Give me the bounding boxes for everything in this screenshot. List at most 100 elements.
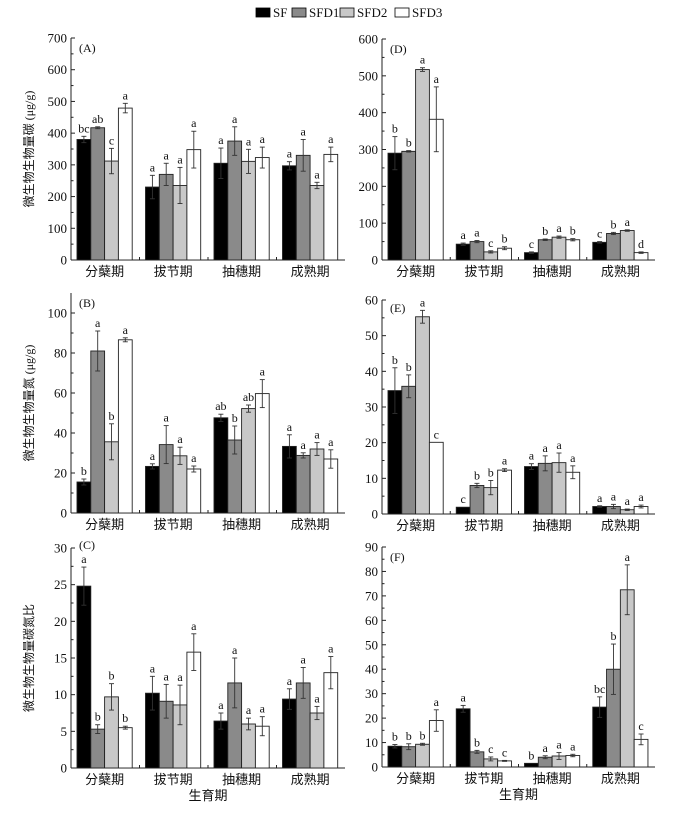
bar-sfd1 xyxy=(90,728,106,769)
significance-letter: a xyxy=(625,494,631,508)
x-tick-label: 分蘖期 xyxy=(85,517,124,532)
y-tick-label: 70 xyxy=(365,588,378,603)
significance-letter: a xyxy=(164,148,170,162)
significance-letter: b xyxy=(528,748,534,762)
x-axis-label: 生育期 xyxy=(188,788,227,803)
y-tick-label: 80 xyxy=(365,564,378,579)
significance-letter: a xyxy=(191,619,197,633)
significance-letter: a xyxy=(177,432,183,446)
bar-sfd3 xyxy=(565,755,581,768)
x-tick-label: 拔节期 xyxy=(464,771,503,786)
x-tick-label: 抽穗期 xyxy=(222,772,261,787)
significance-letter: b xyxy=(610,217,616,231)
x-tick-label: 分蘖期 xyxy=(396,771,435,786)
bar-sfd1 xyxy=(227,140,243,261)
significance-letter: b xyxy=(406,729,412,743)
legend: SF SFD1 SFD2 SFD3 xyxy=(255,5,442,20)
bar-sf xyxy=(387,745,403,768)
significance-letter: a xyxy=(191,451,197,465)
bar-sfd2 xyxy=(241,408,256,514)
bar-sf xyxy=(455,243,471,261)
x-tick-label: 抽穗期 xyxy=(222,264,261,279)
significance-letter: b xyxy=(474,468,480,482)
significance-letter: c xyxy=(460,492,465,506)
bar-sfd3 xyxy=(428,441,444,515)
significance-letter: c xyxy=(488,742,493,756)
legend-swatch-sfd3 xyxy=(394,7,410,18)
bar-sf xyxy=(592,241,608,261)
y-tick-label: 25 xyxy=(54,577,67,592)
bar-sfd2 xyxy=(309,185,325,261)
y-tick-label: 10 xyxy=(365,735,378,750)
significance-letter: b xyxy=(232,411,238,425)
y-tick-label: 90 xyxy=(365,540,378,555)
significance-letter: c xyxy=(434,427,439,441)
significance-letter: a xyxy=(420,295,426,309)
bar-sfd1 xyxy=(469,751,485,768)
bar-sf xyxy=(282,165,297,261)
significance-letter: a xyxy=(232,643,238,657)
x-tick-label: 分蘖期 xyxy=(85,772,124,787)
significance-letter: a xyxy=(232,112,238,126)
significance-letter: a xyxy=(460,690,466,704)
significance-letter: b xyxy=(122,711,128,725)
significance-letter: a xyxy=(81,552,87,566)
significance-letter: bc xyxy=(594,682,605,696)
significance-letter: b xyxy=(392,730,398,744)
panel-label: (A) xyxy=(79,41,96,55)
significance-letter: a xyxy=(556,738,562,752)
bar-sfd1 xyxy=(401,150,417,261)
significance-letter: a xyxy=(287,420,293,434)
x-tick-label: 抽穗期 xyxy=(222,517,261,532)
bar-sfd2 xyxy=(309,448,325,514)
significance-letter: c xyxy=(529,237,534,251)
significance-letter: a xyxy=(474,225,480,239)
y-axis-label: 微生物生物量氮 (μg/g) xyxy=(21,345,36,462)
y-tick-label: 15 xyxy=(54,651,67,666)
y-tick-label: 600 xyxy=(48,62,68,77)
legend-swatch-sfd2 xyxy=(339,7,355,18)
significance-letter: a xyxy=(260,702,266,716)
x-tick-label: 抽穗期 xyxy=(533,771,572,786)
bar-sfd1 xyxy=(90,350,106,514)
bar-sfd3 xyxy=(565,239,581,261)
significance-letter: ab xyxy=(243,390,254,404)
significance-letter: ab xyxy=(215,399,226,413)
significance-letter: a xyxy=(287,147,293,161)
significance-letter: d xyxy=(638,237,644,251)
y-tick-label: 0 xyxy=(372,760,379,775)
significance-letter: a xyxy=(260,132,266,146)
x-tick-label: 拔节期 xyxy=(464,264,503,279)
significance-letter: b xyxy=(109,409,115,423)
x-tick-label: 成熟期 xyxy=(601,264,640,279)
significance-letter: a xyxy=(611,489,617,503)
significance-letter: a xyxy=(177,152,183,166)
significance-letter: a xyxy=(434,72,440,86)
y-tick-label: 700 xyxy=(48,31,68,46)
significance-letter: a xyxy=(301,438,307,452)
significance-letter: a xyxy=(123,88,129,102)
y-tick-label: 300 xyxy=(359,142,379,157)
bar-sfd2 xyxy=(104,160,119,261)
y-tick-label: 100 xyxy=(359,216,379,231)
significance-letter: a xyxy=(543,741,549,755)
y-tick-label: 40 xyxy=(365,364,378,379)
y-tick-label: 300 xyxy=(48,157,68,172)
bar-sf xyxy=(76,139,92,261)
x-tick-label: 抽穗期 xyxy=(533,264,572,279)
y-tick-label: 60 xyxy=(54,386,67,401)
bar-sfd3 xyxy=(117,727,133,769)
y-tick-label: 600 xyxy=(359,32,379,47)
y-tick-label: 60 xyxy=(365,293,378,308)
significance-letter: a xyxy=(164,411,170,425)
significance-letter: b xyxy=(474,735,480,749)
legend-swatch-sf xyxy=(255,7,271,18)
significance-letter: a xyxy=(314,167,320,181)
x-tick-label: 拔节期 xyxy=(464,518,503,533)
x-axis-label: 生育期 xyxy=(499,787,538,802)
significance-letter: b xyxy=(406,360,412,374)
significance-letter: a xyxy=(191,116,197,130)
